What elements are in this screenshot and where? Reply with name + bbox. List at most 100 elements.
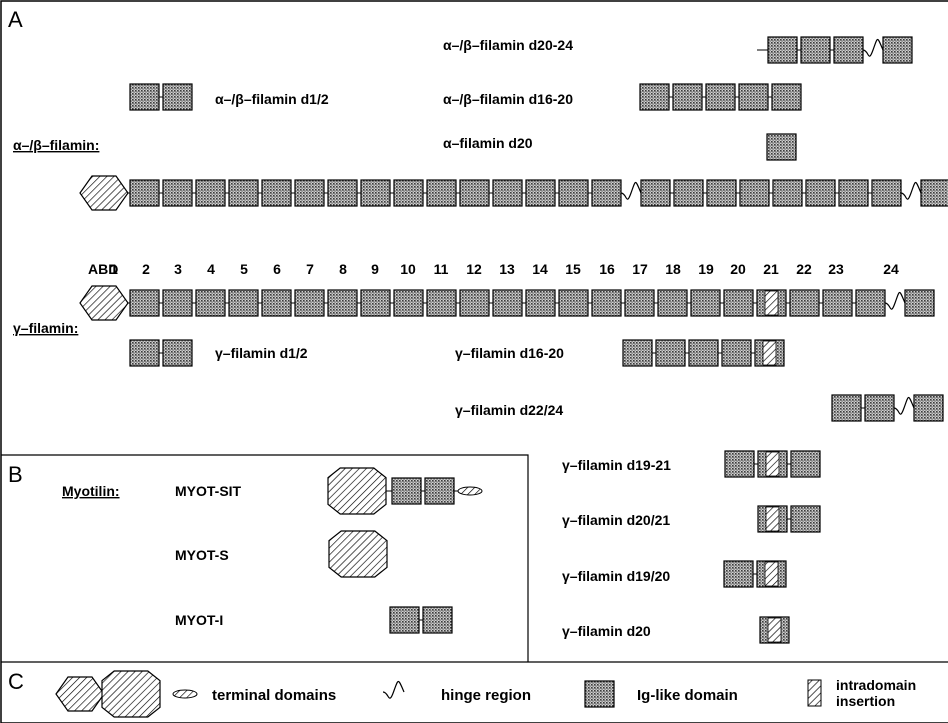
- panel-b-frame: [1, 454, 529, 662]
- label-g-d19-21: γ–filamin d19-21: [562, 457, 671, 473]
- c-terminal-domain: [457, 486, 483, 496]
- ig-domain: [459, 289, 490, 317]
- label-g-d1-2: γ–filamin d1/2: [215, 345, 308, 361]
- ig-domain: [723, 289, 754, 317]
- intradomain-insertion: [765, 506, 780, 532]
- ig-domain: [360, 289, 391, 317]
- legend-ig-domain: [584, 680, 615, 708]
- myot-sit-label: MYOT-SIT: [175, 483, 242, 499]
- ig-domain: [831, 394, 862, 422]
- intradomain-insertion: [767, 617, 782, 643]
- abd-label: ABD: [88, 261, 118, 277]
- ig-domain: [672, 83, 703, 111]
- ig-domain: [805, 179, 836, 207]
- domain-number-5: 5: [240, 261, 248, 277]
- ig-domain: [789, 289, 820, 317]
- domain-number-2: 2: [142, 261, 150, 277]
- ig-domain: [913, 394, 944, 422]
- ig-domain: [162, 83, 193, 111]
- ig-domain: [864, 394, 895, 422]
- ig-domain: [492, 289, 523, 317]
- ig-domain: [294, 179, 325, 207]
- domain-number-18: 18: [665, 261, 681, 277]
- intradomain-insertion: [762, 340, 777, 366]
- panel-c-label: C: [8, 669, 24, 694]
- ig-domain: [790, 450, 821, 478]
- ig-domain: [393, 179, 424, 207]
- ig-domain: [622, 339, 653, 367]
- actin-binding-domain: [79, 175, 129, 211]
- c-terminal-domain: [172, 689, 198, 699]
- domain-number-9: 9: [371, 261, 379, 277]
- ig-domain: [766, 133, 797, 161]
- domain-number-24: 24: [883, 261, 899, 277]
- ig-domain: [129, 179, 160, 207]
- label-g-d19-20: γ–filamin d19/20: [562, 568, 670, 584]
- legend-insertion-label-1: intradomain: [836, 677, 916, 693]
- domain-number-3: 3: [174, 261, 182, 277]
- legend-ig-label: Ig-like domain: [637, 687, 738, 704]
- ig-domain: [639, 83, 670, 111]
- intradomain-insertion: [765, 451, 780, 477]
- ig-domain: [391, 477, 422, 505]
- ig-domain: [739, 179, 770, 207]
- ig-domain: [294, 289, 325, 317]
- ig-domain: [459, 179, 490, 207]
- ig-domain: [833, 36, 864, 64]
- ig-domain: [228, 179, 259, 207]
- ig-domain: [525, 289, 556, 317]
- ig-domain: [855, 289, 886, 317]
- ig-domain: [525, 179, 556, 207]
- ig-domain: [261, 289, 292, 317]
- ig-domain: [838, 179, 869, 207]
- ig-domain: [389, 606, 420, 634]
- ig-domain: [673, 179, 704, 207]
- ig-domain: [721, 339, 752, 367]
- ig-domain: [640, 179, 671, 207]
- gamma-filamin-heading: γ–filamin:: [13, 320, 78, 336]
- legend-insertion-label-2: insertion: [836, 693, 895, 709]
- ig-domain: [790, 505, 821, 533]
- ig-domain: [624, 289, 655, 317]
- actin-binding-domain: [79, 285, 129, 321]
- myot-i-label: MYOT-I: [175, 612, 223, 628]
- ig-domain: [228, 289, 259, 317]
- label-ab-d20-24: α–/β–filamin d20-24: [443, 37, 573, 53]
- ig-domain: [655, 339, 686, 367]
- ig-domain: [772, 179, 803, 207]
- ig-domain: [688, 339, 719, 367]
- ig-domain: [162, 339, 193, 367]
- label-g-d20-21: γ–filamin d20/21: [562, 512, 670, 528]
- ig-domain: [822, 289, 853, 317]
- legend-insertion-swatch: [807, 679, 822, 707]
- ig-domain: [767, 36, 798, 64]
- label-ab-d1-2: α–/β–filamin d1/2: [215, 91, 329, 107]
- myotilin-terminal-domain: [327, 467, 387, 515]
- ig-domain: [871, 179, 902, 207]
- domain-number-1: 1: [110, 261, 118, 277]
- myot-s-label: MYOT-S: [175, 547, 229, 563]
- legend-hinge-label: hinge region: [441, 687, 531, 704]
- label-a-d20: α–filamin d20: [443, 135, 533, 151]
- ig-domain: [558, 179, 589, 207]
- domain-number-15: 15: [565, 261, 581, 277]
- alpha-beta-filamin-heading: α–/β–filamin:: [13, 137, 99, 153]
- actin-binding-domain: [55, 676, 105, 712]
- ig-domain: [591, 179, 622, 207]
- panel-a-label: A: [8, 7, 23, 32]
- ig-domain: [800, 36, 831, 64]
- ig-domain: [422, 606, 453, 634]
- ig-domain: [360, 179, 391, 207]
- label-ab-d16-20: α–/β–filamin d16-20: [443, 91, 573, 107]
- myotilin-terminal-domain: [101, 670, 161, 718]
- domain-number-row: ABD 1 2 3 4 5 6 7 8 9 10 11 12 13 14 15 16 17 18 19 20 21 22 2…: [88, 261, 899, 277]
- myotilin-terminal-domain: [328, 530, 388, 578]
- ig-domain: [690, 289, 721, 317]
- domain-number-21: 21: [763, 261, 779, 277]
- ig-domain: [426, 179, 457, 207]
- domain-number-6: 6: [273, 261, 281, 277]
- hinge-region: [884, 291, 906, 310]
- ig-domain: [723, 560, 754, 588]
